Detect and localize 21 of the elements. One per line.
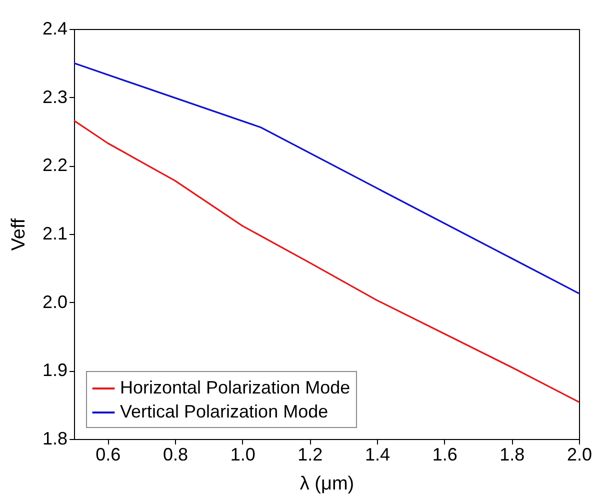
y-tick-label: 1.8	[42, 428, 68, 448]
x-tick-label: 1.0	[230, 444, 256, 464]
y-axis-title: Veff	[8, 218, 30, 251]
x-tick-label: 1.2	[298, 444, 323, 464]
line-series	[73, 62, 580, 294]
x-tick-label: 0.8	[162, 444, 188, 464]
y-tick-label: 1.9	[42, 360, 68, 380]
x-tick-label: 1.4	[364, 444, 390, 464]
y-tick-label: 2.0	[42, 292, 68, 312]
x-axis-title: λ (μm)	[300, 474, 354, 494]
x-tick-label: 1.8	[500, 444, 525, 464]
y-tick-label: 2.2	[42, 155, 68, 176]
x-tick-label: 2.0	[566, 444, 592, 464]
y-tick-label: 2.1	[42, 224, 68, 244]
legend-label: Vertical Polarization Mode	[120, 402, 328, 422]
legend-label: Horizontal Polarization Mode	[120, 378, 350, 398]
x-tick-label: 0.6	[96, 444, 121, 464]
x-tick-label: 1.6	[432, 444, 458, 464]
y-tick-label: 2.4	[42, 18, 68, 38]
line-series	[73, 120, 580, 403]
y-tick-label: 2.3	[42, 86, 68, 107]
